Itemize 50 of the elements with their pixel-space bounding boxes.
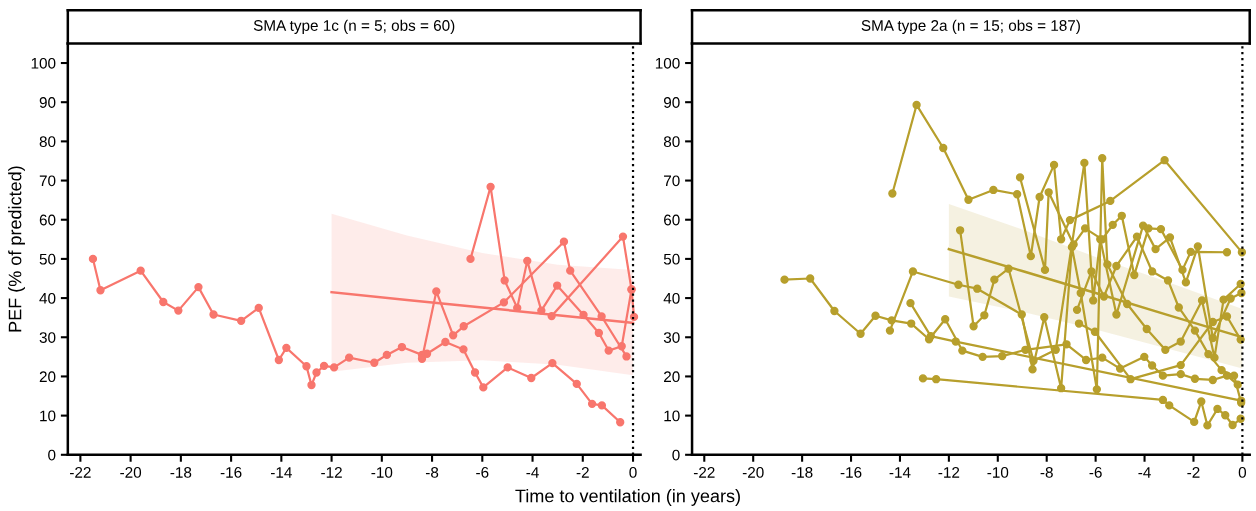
y-tick-label: 70 bbox=[664, 175, 680, 187]
y-tick-label: 0 bbox=[48, 449, 56, 461]
y-tick-label: 90 bbox=[39, 97, 56, 108]
y-tick-label: 10 bbox=[664, 410, 680, 422]
y-axis-title: PEF (% of predicted) bbox=[8, 166, 25, 332]
x-tick-label: -12 bbox=[321, 467, 342, 478]
x-tick-label: -8 bbox=[1040, 467, 1053, 478]
y-tick-label: 40 bbox=[663, 292, 680, 304]
y-tick-label: 40 bbox=[39, 292, 56, 304]
x-tick-label: -16 bbox=[840, 467, 862, 478]
x-tick-label: -22 bbox=[70, 467, 91, 478]
chart-title: SMA type 2a (n = 15; obs = 187) bbox=[861, 19, 1080, 34]
x-tick-label: -8 bbox=[425, 467, 439, 478]
x-tick-label: -10 bbox=[987, 467, 1009, 478]
x-tick-label: -18 bbox=[791, 467, 813, 478]
x-tick-label: -2 bbox=[1187, 467, 1200, 478]
y-tick-label: 30 bbox=[663, 332, 680, 343]
y-tick-label: 0 bbox=[672, 449, 680, 461]
x-tick-label: -4 bbox=[526, 467, 539, 478]
y-tick-label: 90 bbox=[663, 97, 680, 108]
x-tick-label: -6 bbox=[476, 467, 489, 478]
y-tick-label: 80 bbox=[39, 136, 56, 148]
y-tick-label: 60 bbox=[39, 214, 56, 226]
x-tick-label: -14 bbox=[270, 467, 292, 478]
y-tick-label: 60 bbox=[664, 214, 680, 226]
x-tick-label: 0 bbox=[629, 467, 637, 478]
x-tick-label: -12 bbox=[938, 467, 960, 478]
x-tick-label: -20 bbox=[120, 467, 142, 478]
x-tick-label: -18 bbox=[170, 467, 192, 478]
x-tick-label: -20 bbox=[742, 467, 764, 478]
x-tick-label: 0 bbox=[1238, 467, 1247, 478]
x-tick-label: -16 bbox=[220, 467, 242, 478]
y-tick-label: 50 bbox=[39, 253, 56, 265]
y-tick-label: 30 bbox=[39, 332, 56, 343]
y-tick-label: 10 bbox=[40, 410, 56, 422]
y-tick-label: 100 bbox=[655, 57, 680, 69]
x-axis-title: Time to ventilation (in years) bbox=[515, 489, 740, 506]
x-tick-label: -4 bbox=[1138, 467, 1151, 478]
chart-title: SMA type 1c (n = 5; obs = 60) bbox=[253, 19, 455, 34]
x-tick-label: -6 bbox=[1089, 467, 1102, 478]
y-tick-label: 50 bbox=[663, 253, 680, 265]
y-tick-label: 80 bbox=[663, 136, 680, 148]
x-tick-label: -2 bbox=[576, 467, 589, 478]
y-tick-label: 70 bbox=[39, 175, 56, 187]
y-tick-label: 20 bbox=[664, 371, 680, 383]
x-tick-label: -10 bbox=[371, 467, 393, 478]
x-tick-label: -22 bbox=[693, 467, 715, 478]
y-tick-label: 20 bbox=[39, 371, 56, 383]
y-tick-label: 100 bbox=[31, 57, 56, 69]
x-tick-label: -14 bbox=[889, 467, 911, 478]
